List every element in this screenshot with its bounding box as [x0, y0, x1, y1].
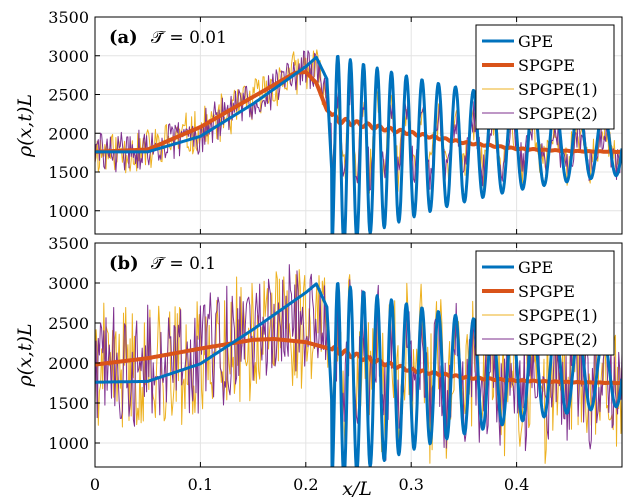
axes-frame	[94, 16, 623, 235]
x-tick-label: 0	[90, 475, 100, 494]
y-axis: 1000 1500 2000 2500 3000 3500	[48, 234, 100, 453]
panel-label: (b)	[109, 253, 139, 274]
y-tick-label: 1500	[48, 394, 89, 413]
y-tick-label: 1500	[48, 163, 89, 182]
y-tick-label: 2500	[48, 314, 89, 333]
panel-b: 1000 1500 2000 2500 3000 3500 0 0.1 0.2 0.3 0.4 x/L…	[14, 234, 623, 499]
y-axis-label: ρ(x,t)L	[14, 94, 36, 158]
y-tick-label: 1000	[48, 202, 89, 221]
legend-entry: SPGPE	[518, 56, 575, 75]
legend-entry: SPGPE(1)	[518, 80, 598, 99]
x-tick-label: 0.1	[188, 475, 213, 494]
axes-frame	[94, 242, 623, 468]
panel-annotation: 𝒯̄ = 0.01	[151, 28, 227, 48]
legend-entry: SPGPE(1)	[518, 306, 598, 325]
legend-entry: SPGPE(2)	[518, 330, 598, 349]
legend-entry: SPGPE(2)	[518, 104, 598, 123]
legend-entry: GPE	[518, 258, 553, 277]
y-tick-label: 2000	[48, 354, 89, 373]
x-tick-label: 0.2	[293, 475, 318, 494]
x-tick-label: 0.3	[398, 475, 423, 494]
y-tick-label: 2500	[48, 86, 89, 105]
legend: GPE SPGPE SPGPE(1) SPGPE(2)	[475, 250, 615, 356]
legend-entry: GPE	[518, 32, 553, 51]
series-line-spgpe	[95, 337, 622, 386]
x-axis	[94, 17, 518, 234]
y-axis: 1000 1500 2000 2500 3000 3500	[48, 8, 100, 221]
legend-entry: SPGPE	[518, 282, 575, 301]
y-axis-label: ρ(x,t)L	[14, 323, 36, 387]
x-axis-label: x/L	[342, 478, 372, 499]
x-axis: 0 0.1 0.2 0.3 0.4 x/L	[90, 243, 529, 499]
y-tick-label: 3500	[48, 234, 89, 253]
panel-annotation: 𝒯̄ = 0.1	[151, 254, 216, 274]
y-tick-label: 2000	[48, 124, 89, 143]
y-tick-label: 1000	[48, 434, 89, 453]
y-tick-label: 3500	[48, 8, 89, 27]
legend: GPE SPGPE SPGPE(1) SPGPE(2)	[475, 24, 615, 130]
series-line-spgpe	[95, 70, 622, 154]
x-tick-label: 0.4	[504, 475, 529, 494]
y-tick-label: 3000	[48, 47, 89, 66]
y-tick-label: 3000	[48, 274, 89, 293]
panel-a: 1000 1500 2000 2500 3000 3500 ρ(x,t)L (a) 𝒯̄ = 0…	[14, 8, 623, 235]
panel-label: (a)	[109, 27, 138, 48]
